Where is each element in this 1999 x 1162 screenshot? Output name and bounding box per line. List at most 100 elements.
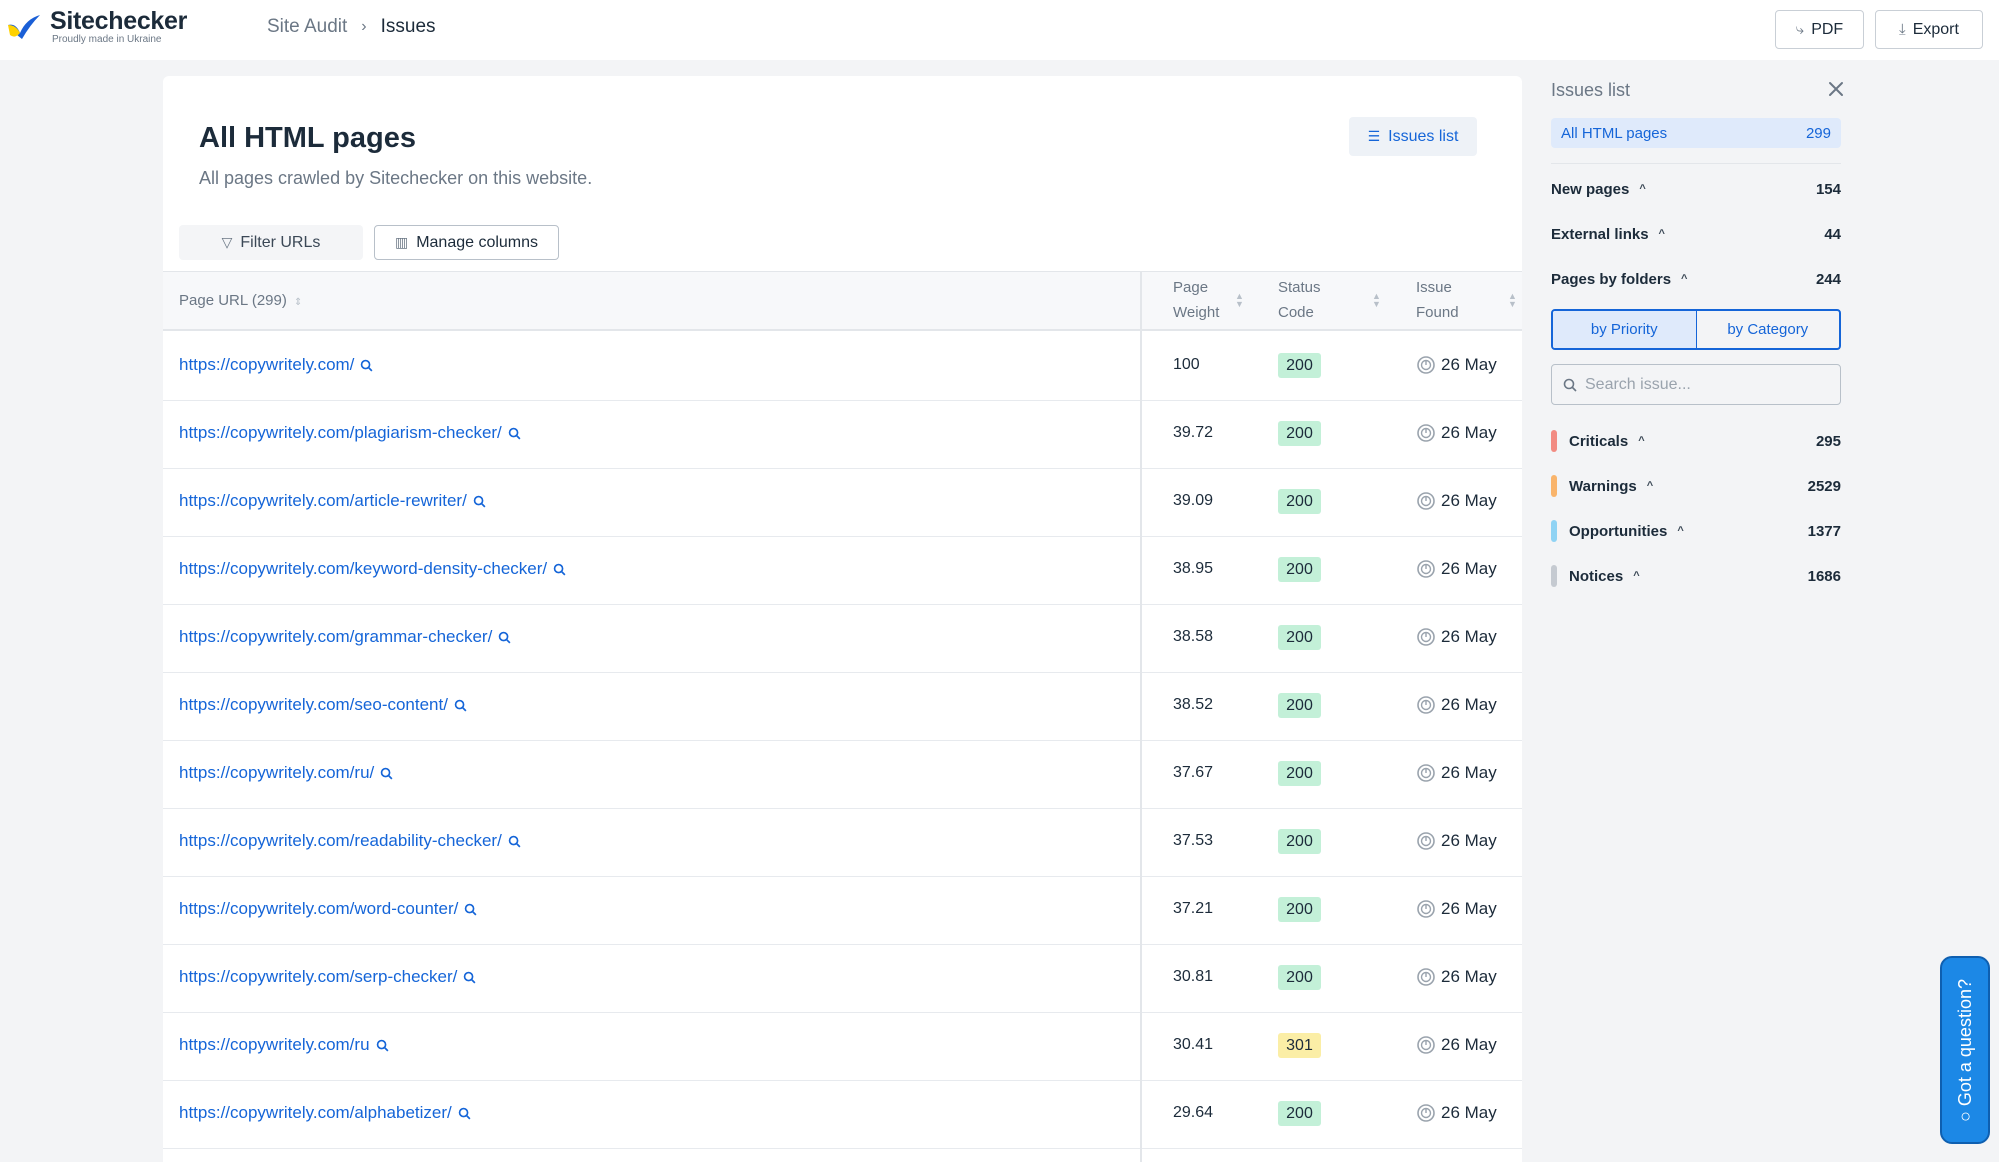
breadcrumb-separator-icon: › xyxy=(361,18,367,35)
table-row: https://copywritely.com/word-counter/37.… xyxy=(163,877,1522,945)
issue-found-date: 26 May xyxy=(1416,1035,1497,1055)
all-html-pages-item[interactable]: All HTML pages 299 xyxy=(1551,118,1841,148)
group-external-links[interactable]: External links ^ 44 xyxy=(1551,222,1841,246)
search-icon[interactable] xyxy=(553,563,566,576)
page-url-text: https://copywritely.com/plagiarism-check… xyxy=(179,423,502,442)
by-category-tab[interactable]: by Category xyxy=(1727,321,1809,338)
category-warnings[interactable]: Warnings ^ 2529 xyxy=(1551,474,1841,498)
search-icon[interactable] xyxy=(498,631,511,644)
chevron-up-icon: ^ xyxy=(1633,570,1640,582)
page-weight: 30.41 xyxy=(1173,1036,1214,1053)
breadcrumb-site-audit[interactable]: Site Audit xyxy=(267,16,348,37)
category-notices[interactable]: Notices ^ 1686 xyxy=(1551,564,1841,588)
group-new-pages[interactable]: New pages ^ 154 xyxy=(1551,177,1841,201)
page-url-link[interactable]: https://copywritely.com/article-rewriter… xyxy=(179,491,486,511)
sort-icon[interactable]: ▲ ▼ xyxy=(1508,291,1517,309)
issue-found-date: 26 May xyxy=(1416,423,1497,443)
category-opportunities[interactable]: Opportunities ^ 1377 xyxy=(1551,519,1841,543)
column-header-status[interactable]: Status Code xyxy=(1278,275,1321,325)
search-icon[interactable] xyxy=(508,835,521,848)
page-url-link[interactable]: https://copywritely.com/serp-checker/ xyxy=(179,967,476,987)
list-icon: ☰ xyxy=(1367,128,1381,144)
page-url-link[interactable]: https://copywritely.com/keyword-density-… xyxy=(179,559,566,579)
page-weight: 37.53 xyxy=(1173,832,1214,849)
issues-list-button[interactable]: ☰ Issues list xyxy=(1349,117,1477,156)
category-label: Notices xyxy=(1569,567,1624,585)
status-code-badge: 200 xyxy=(1278,965,1321,990)
table-row: https://copywritely.com/keyword-density-… xyxy=(163,537,1522,605)
page-url-link[interactable]: https://copywritely.com/ru xyxy=(179,1035,389,1055)
export-button[interactable]: ⤓ Export xyxy=(1875,10,1983,49)
column-header-weight[interactable]: Page Weight xyxy=(1173,275,1219,325)
issue-found-date: 26 May xyxy=(1416,899,1497,919)
table-row: https://copywritely.com/article-rewriter… xyxy=(163,469,1522,537)
table-row: https://copywritely.com/serp-checker/30.… xyxy=(163,945,1522,1013)
filter-urls-button[interactable]: ▽ Filter URLs xyxy=(179,225,363,260)
search-icon[interactable] xyxy=(360,359,373,372)
pdf-button[interactable]: ⤷ PDF xyxy=(1775,10,1864,49)
group-pages-by-folders[interactable]: Pages by folders ^ 244 xyxy=(1551,267,1841,291)
issues-list-button-label: Issues list xyxy=(1388,127,1459,145)
page-url-link[interactable]: https://copywritely.com/ xyxy=(179,355,373,375)
issue-found-text: 26 May xyxy=(1441,423,1497,442)
export-button-label: Export xyxy=(1912,20,1959,38)
logo-check-icon xyxy=(6,13,42,41)
page-weight: 100 xyxy=(1173,356,1200,373)
search-icon[interactable] xyxy=(380,767,393,780)
category-label: Opportunities xyxy=(1569,522,1668,540)
search-issue-input[interactable] xyxy=(1585,375,1825,394)
page-url-link[interactable]: https://copywritely.com/grammar-checker/ xyxy=(179,627,511,647)
search-icon[interactable] xyxy=(464,903,477,916)
page-url-link[interactable]: https://copywritely.com/word-counter/ xyxy=(179,899,477,919)
chevron-up-icon: ^ xyxy=(1677,525,1684,537)
search-icon[interactable] xyxy=(376,1039,389,1052)
search-icon[interactable] xyxy=(508,427,521,440)
clock-history-icon xyxy=(1417,764,1435,782)
page-url-link[interactable]: https://copywritely.com/readability-chec… xyxy=(179,831,521,851)
search-icon[interactable] xyxy=(458,1107,471,1120)
close-icon[interactable] xyxy=(1825,78,1847,100)
clock-history-icon xyxy=(1417,1104,1435,1122)
search-icon[interactable] xyxy=(463,971,476,984)
manage-columns-button[interactable]: ▥ Manage columns xyxy=(374,225,559,260)
page-url-text: https://copywritely.com/seo-content/ xyxy=(179,695,448,714)
help-tab[interactable]: ○ Got a question? xyxy=(1940,956,1990,1144)
column-header-issue-line1: Issue xyxy=(1416,279,1452,296)
page-url-link[interactable]: https://copywritely.com/alphabetizer/ xyxy=(179,1103,471,1123)
by-priority-tab[interactable]: by Priority xyxy=(1553,311,1697,348)
column-header-issue-found[interactable]: Issue Found xyxy=(1416,275,1459,325)
divider xyxy=(1551,163,1841,164)
breadcrumb-issues: Issues xyxy=(380,16,436,37)
columns-icon: ▥ xyxy=(394,234,409,250)
column-header-url[interactable]: Page URL (299) ⇕ xyxy=(179,288,302,315)
sort-icon[interactable]: ▲ ▼ xyxy=(1235,291,1244,309)
chevron-up-icon: ^ xyxy=(1639,183,1646,195)
issue-found-text: 26 May xyxy=(1441,763,1497,782)
status-code-badge: 200 xyxy=(1278,421,1321,446)
page-title: All HTML pages xyxy=(199,122,416,154)
category-criticals[interactable]: Criticals ^ 295 xyxy=(1551,429,1841,453)
page-url-link[interactable]: https://copywritely.com/plagiarism-check… xyxy=(179,423,521,443)
status-code-badge: 200 xyxy=(1278,761,1321,786)
page-weight: 37.67 xyxy=(1173,764,1214,781)
brand-logo[interactable]: Sitechecker Proudly made in Ukraine xyxy=(6,8,187,45)
chevron-up-icon: ^ xyxy=(1646,480,1654,492)
filter-icon: ▽ xyxy=(221,234,233,250)
clock-history-icon xyxy=(1417,628,1435,646)
page-url-text: https://copywritely.com/keyword-density-… xyxy=(179,559,548,578)
issue-found-date: 26 May xyxy=(1416,763,1497,783)
search-icon[interactable] xyxy=(473,495,486,508)
table-row: https://copywritely.com/readability-chec… xyxy=(163,809,1522,877)
group-label: Pages by folders xyxy=(1551,270,1672,288)
table-row: https://copywritely.com/ru/37.67 200 26 Ma… xyxy=(163,741,1522,809)
page-subtitle: All pages crawled by Sitechecker on this… xyxy=(199,168,593,188)
page-weight: 38.95 xyxy=(1173,560,1214,577)
column-divider xyxy=(1140,271,1142,1162)
search-icon[interactable] xyxy=(454,699,467,712)
sort-icon[interactable]: ▲ ▼ xyxy=(1372,291,1381,309)
page-weight: 37.21 xyxy=(1173,900,1214,917)
page-url-link[interactable]: https://copywritely.com/seo-content/ xyxy=(179,695,467,715)
all-html-pages-label: All HTML pages xyxy=(1561,124,1668,142)
page-url-text: https://copywritely.com/ru xyxy=(179,1035,370,1054)
page-url-link[interactable]: https://copywritely.com/ru/ xyxy=(179,763,393,783)
